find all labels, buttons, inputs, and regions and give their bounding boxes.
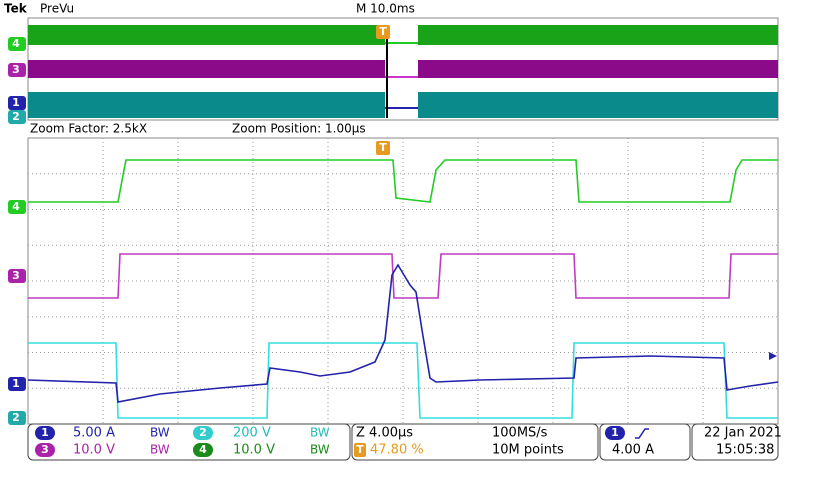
- record-length: 10M points: [492, 443, 564, 458]
- ch3-badge: [8, 63, 26, 77]
- ch2-scale: 200 V: [233, 426, 271, 441]
- trigger-label: T: [379, 25, 387, 38]
- ch3-badge: [8, 269, 26, 283]
- horizontal-readout: [351, 423, 599, 461]
- zoom-scale: Z 4.00µs: [356, 426, 413, 441]
- brand: Tek: [4, 2, 28, 16]
- ch2-badge: [8, 110, 26, 124]
- ch3-label: 3: [12, 63, 20, 76]
- ch4-overview: [418, 25, 778, 45]
- ch1-badge: [8, 377, 26, 391]
- bw-icon: BW: [310, 426, 330, 440]
- date: 22 Jan 2021: [704, 426, 782, 441]
- ch3-overview: [418, 60, 778, 78]
- ch3-trace: [28, 253, 778, 299]
- bw-icon: BW: [150, 443, 170, 457]
- graticule: [28, 138, 778, 424]
- trigger-label: T: [379, 141, 387, 154]
- ch4-label: 4: [12, 200, 20, 213]
- zoom-position: Zoom Position: 1.00µs: [232, 122, 366, 136]
- ch2-label: 2: [12, 411, 20, 424]
- trigger-label: T: [356, 443, 364, 456]
- trigger-source: 1: [611, 426, 619, 439]
- trigger-badge: [354, 443, 366, 457]
- channel-readout: [27, 423, 351, 461]
- time: 15:05:38: [716, 443, 774, 458]
- ch3-label: 3: [12, 269, 20, 282]
- bw-icon: BW: [310, 443, 330, 457]
- ch1-level-arrow: [769, 352, 777, 360]
- ch3-overview: [28, 60, 385, 78]
- ch2-overview: [28, 92, 385, 118]
- trigger-position: 47.80 %: [370, 443, 424, 458]
- ch4-badge: [193, 443, 213, 457]
- ch4-label: 4: [12, 37, 20, 50]
- edge-icon: [635, 428, 649, 439]
- ch2-label: 2: [12, 110, 20, 123]
- ch2-badge: [8, 411, 26, 425]
- trigger-source-badge: [605, 426, 625, 440]
- zoom-factor: Zoom Factor: 2.5kX: [30, 122, 147, 136]
- ch1-badge: [8, 96, 26, 110]
- ch1-trace: [27, 263, 779, 403]
- ch4-scale: 10.0 V: [233, 443, 275, 458]
- ch3-badge: [35, 443, 55, 457]
- date-readout: [691, 423, 779, 461]
- ch1-label: 1: [12, 377, 20, 390]
- ch1-label: 1: [12, 96, 20, 109]
- ch4-badge: [8, 37, 26, 51]
- ch2-number: 2: [199, 426, 207, 439]
- ch2-badge: [193, 426, 213, 440]
- trigger-level: 4.00 A: [612, 443, 654, 458]
- ch4-number: 4: [199, 443, 207, 456]
- ch4-trace: [28, 159, 778, 203]
- trigger-badge: [376, 141, 390, 155]
- ch1-scale: 5.00 A: [73, 426, 115, 441]
- mode: PreVu: [40, 2, 74, 16]
- ch1-number: 1: [41, 426, 49, 439]
- sample-rate: 100MS/s: [492, 426, 548, 441]
- ch1-badge: [35, 426, 55, 440]
- timebase: M 10.0ms: [356, 2, 415, 16]
- trigger-badge: [376, 25, 390, 39]
- ch3-scale: 10.0 V: [73, 443, 115, 458]
- ch4-badge: [8, 200, 26, 214]
- ch4-overview: [28, 25, 385, 45]
- bw-icon: BW: [150, 426, 170, 440]
- ch3-number: 3: [41, 443, 49, 456]
- ch2-trace: [28, 342, 778, 419]
- ch2-overview: [418, 92, 778, 118]
